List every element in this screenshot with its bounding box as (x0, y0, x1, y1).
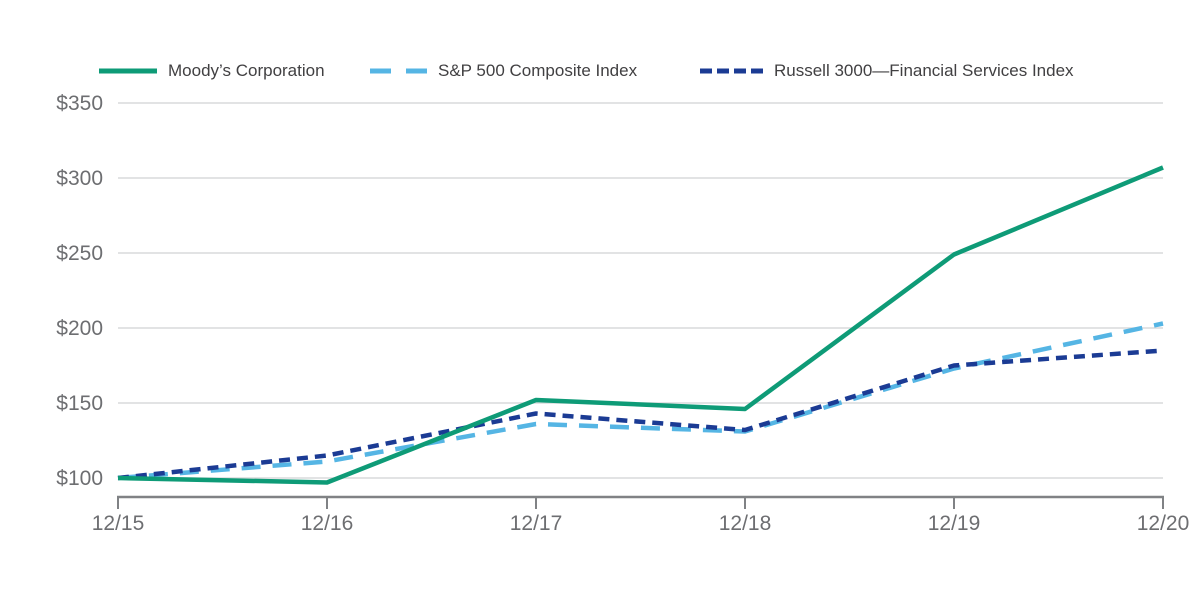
series-line-2 (117, 348, 1164, 481)
legend-item-russell3000: Russell 3000—Financial Services Index (700, 60, 1074, 82)
legend-item-moodys: Moody’s Corporation (99, 60, 325, 82)
y-tick-label: $350 (56, 92, 103, 115)
y-tick-label: $250 (56, 242, 103, 265)
x-tick-label: 12/18 (719, 512, 772, 535)
chart-legend: Moody’s Corporation S&P 500 Composite In… (0, 60, 1200, 82)
x-tick-label: 12/17 (510, 512, 563, 535)
legend-label-sp500: S&P 500 Composite Index (438, 61, 638, 80)
series-line-1 (117, 321, 1164, 481)
series-line-0 (117, 165, 1164, 485)
y-tick-label: $100 (56, 467, 103, 490)
legend-swatch-solid-line (99, 68, 157, 74)
x-tick-label: 12/20 (1137, 512, 1190, 535)
legend-item-sp500: S&P 500 Composite Index (370, 60, 637, 82)
x-tick-label: 12/19 (928, 512, 981, 535)
y-tick-label: $200 (56, 317, 103, 340)
y-tick-label: $150 (56, 392, 103, 415)
legend-label-moodys: Moody’s Corporation (168, 61, 325, 80)
legend-label-russell3000: Russell 3000—Financial Services Index (774, 61, 1074, 80)
x-tick-label: 12/16 (301, 512, 354, 535)
legend-swatch-short-dash-line (700, 68, 763, 74)
legend-swatch-long-dash-line (370, 68, 427, 74)
y-tick-label: $300 (56, 167, 103, 190)
x-tick-label: 12/15 (92, 512, 145, 535)
